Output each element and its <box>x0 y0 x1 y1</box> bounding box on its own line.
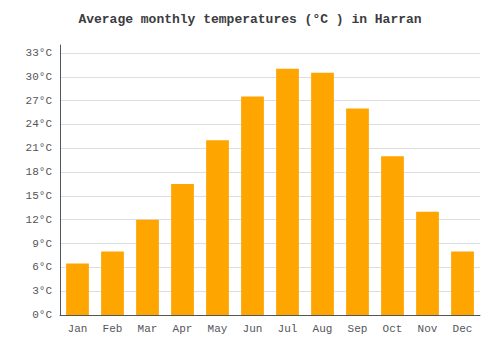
svg-text:9°C: 9°C <box>32 238 52 250</box>
svg-text:Apr: Apr <box>173 323 193 335</box>
svg-text:Feb: Feb <box>103 323 123 335</box>
svg-text:Jun: Jun <box>243 323 263 335</box>
svg-text:Jan: Jan <box>68 323 88 335</box>
svg-text:6°C: 6°C <box>32 261 52 273</box>
svg-text:12°C: 12°C <box>26 214 53 226</box>
svg-text:3°C: 3°C <box>32 285 52 297</box>
svg-text:Jul: Jul <box>278 323 298 335</box>
svg-text:Oct: Oct <box>383 323 403 335</box>
svg-text:24°C: 24°C <box>26 118 53 130</box>
svg-text:May: May <box>208 323 228 335</box>
svg-text:Mar: Mar <box>138 323 158 335</box>
svg-text:15°C: 15°C <box>26 190 53 202</box>
svg-text:Nov: Nov <box>418 323 438 335</box>
svg-text:Sep: Sep <box>348 323 368 335</box>
svg-text:33°C: 33°C <box>26 47 53 59</box>
svg-text:Aug: Aug <box>313 323 333 335</box>
svg-text:18°C: 18°C <box>26 166 53 178</box>
svg-text:0°C: 0°C <box>32 309 52 321</box>
svg-text:27°C: 27°C <box>26 95 53 107</box>
svg-text:Average monthly temperatures (: Average monthly temperatures (°C ) in Ha… <box>78 12 421 27</box>
svg-text:30°C: 30°C <box>26 71 53 83</box>
svg-text:21°C: 21°C <box>26 142 53 154</box>
svg-text:Dec: Dec <box>453 323 473 335</box>
